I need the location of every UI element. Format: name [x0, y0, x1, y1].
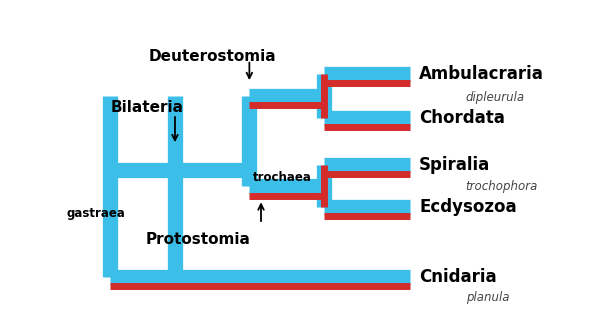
Text: Bilateria: Bilateria: [110, 100, 184, 115]
Text: Ambulacraria: Ambulacraria: [419, 65, 544, 83]
Text: Spiralia: Spiralia: [419, 156, 490, 173]
Text: gastraea: gastraea: [67, 207, 125, 220]
Text: planula: planula: [466, 291, 509, 304]
Text: Deuterostomia: Deuterostomia: [148, 49, 276, 65]
Text: Cnidaria: Cnidaria: [419, 268, 497, 286]
Text: dipleurula: dipleurula: [466, 91, 525, 104]
Text: Chordata: Chordata: [419, 109, 505, 127]
Text: Ecdysozoa: Ecdysozoa: [419, 198, 517, 216]
Text: trochaea: trochaea: [253, 171, 311, 184]
Text: trochophora: trochophora: [466, 180, 538, 193]
Text: Protostomia: Protostomia: [146, 232, 251, 247]
